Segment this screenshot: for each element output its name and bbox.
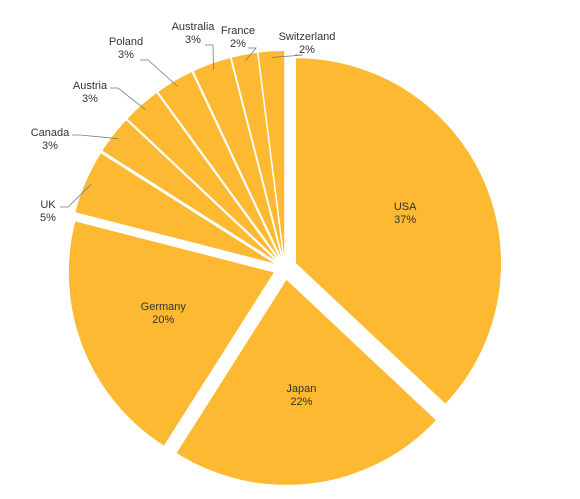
pie-slice-japan <box>176 279 436 485</box>
leader-line-switzerland <box>271 54 304 58</box>
pie-slices <box>68 51 502 485</box>
slice-category-label: Austria <box>73 80 108 92</box>
pie-slice-usa <box>296 58 502 404</box>
pie-slice-france <box>231 52 283 257</box>
slice-category-label: USA <box>394 201 417 213</box>
leader-line-canada <box>72 134 119 140</box>
pie-slice-australia <box>193 58 281 257</box>
slice-category-label: Switzerland <box>279 31 336 43</box>
slice-label-uk: UK 5% <box>40 199 56 224</box>
slice-value-label: 20% <box>152 314 174 326</box>
slice-value-label: 3% <box>82 93 98 105</box>
slice-value-label: 37% <box>394 214 416 226</box>
leader-line-poland <box>140 59 178 87</box>
slice-category-label: Japan <box>286 383 316 395</box>
slice-labels: USA 37%Japan 22%Germany 20%UK 5%Canada 3%Aust… <box>31 21 417 408</box>
slice-category-label: UK <box>40 199 56 211</box>
slice-category-label: Poland <box>109 36 143 48</box>
slice-category-label: France <box>221 25 255 37</box>
slice-category-label: Canada <box>31 127 70 139</box>
slice-value-label: 2% <box>230 38 246 50</box>
pie-slice-poland <box>158 72 279 258</box>
leader-line-australia <box>205 44 214 70</box>
slice-label-australia: Australia 3% <box>172 21 216 46</box>
leader-line-uk <box>60 183 92 208</box>
slice-label-usa: USA 37% <box>394 201 417 226</box>
slice-label-austria: Austria 3% <box>73 80 108 105</box>
pie-slice-canada <box>102 120 276 261</box>
slice-label-germany: Germany 20% <box>141 301 187 326</box>
slice-label-poland: Poland 3% <box>109 36 143 61</box>
pie-slice-switzerland <box>258 51 285 257</box>
slice-label-japan: Japan 22% <box>286 383 316 408</box>
pie-slice-austria <box>127 93 278 259</box>
leader-line-austria <box>110 87 146 111</box>
slice-value-label: 22% <box>290 396 312 408</box>
slice-label-switzerland: Switzerland 2% <box>279 31 336 56</box>
slice-category-label: Germany <box>141 301 187 313</box>
slice-value-label: 3% <box>118 49 134 61</box>
leader-lines <box>60 44 304 208</box>
slice-category-label: Australia <box>172 21 216 33</box>
pie-slice-uk <box>75 153 274 264</box>
slice-label-france: France 2% <box>221 25 255 50</box>
slice-value-label: 2% <box>299 44 315 56</box>
leader-line-france <box>245 47 257 61</box>
pie-slice-germany <box>68 221 274 446</box>
slice-value-label: 3% <box>185 34 201 46</box>
slice-value-label: 5% <box>40 212 56 224</box>
slice-label-canada: Canada 3% <box>31 127 70 152</box>
slice-value-label: 3% <box>42 140 58 152</box>
